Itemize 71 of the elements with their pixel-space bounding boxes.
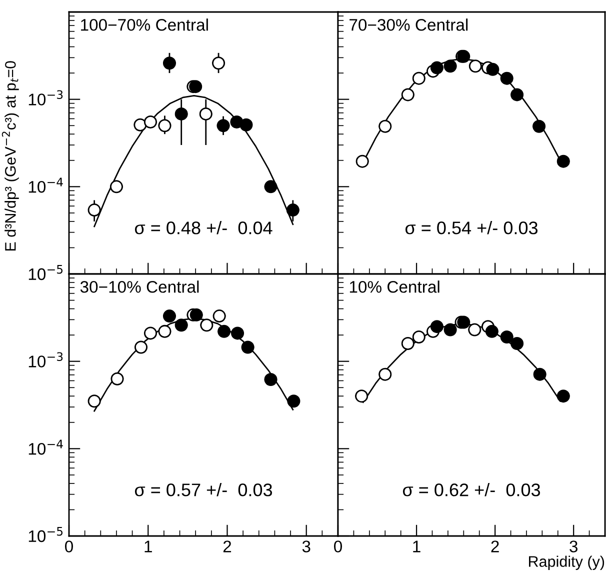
x-tick-label: 3 <box>570 540 578 552</box>
chart-title: 70−30% Central <box>350 18 468 31</box>
point <box>212 310 226 323</box>
x-tick-label: 1 <box>144 540 152 552</box>
point <box>110 180 123 194</box>
point <box>486 62 500 76</box>
point <box>500 330 514 344</box>
point <box>412 72 426 85</box>
x-tick-label: 2 <box>223 540 232 552</box>
point <box>200 318 214 332</box>
x-tick-label: 1 <box>413 540 420 552</box>
point <box>212 56 226 70</box>
point <box>510 337 524 350</box>
point <box>162 310 176 323</box>
point <box>144 116 157 129</box>
point <box>430 320 444 334</box>
point <box>556 390 570 403</box>
point <box>457 316 470 329</box>
point <box>500 72 514 85</box>
point <box>240 118 253 132</box>
x-tick-label: 3 <box>302 540 310 552</box>
y-tick-label: 10$^{−3}$ <box>28 90 63 106</box>
point <box>241 340 254 354</box>
point <box>532 120 546 133</box>
point <box>134 118 147 132</box>
point <box>378 368 392 381</box>
annotation: σ = 0.57 +/- 0.03 <box>134 483 272 496</box>
chart-title: 30−10% Central <box>80 280 199 293</box>
point <box>88 394 101 408</box>
point <box>510 88 524 102</box>
point <box>264 372 278 386</box>
annotation: σ = 0.48 +/- 0.04 <box>134 221 272 234</box>
chart-title: 10% Central <box>350 280 440 293</box>
point <box>199 107 212 120</box>
point <box>162 56 176 70</box>
x-axis-title: Rapidity (y) <box>529 556 604 570</box>
point <box>174 107 188 120</box>
point <box>468 323 482 336</box>
annotation: σ = 0.54 +/- 0.03 <box>405 221 538 234</box>
point <box>110 372 124 386</box>
point <box>401 337 414 350</box>
point <box>174 318 188 332</box>
y-tick-label: 10$^{−5}$ <box>28 265 63 280</box>
point <box>264 180 278 194</box>
y-tick-label: 10$^{−5}$ <box>28 527 63 542</box>
y-tick-label: 10$^{−3}$ <box>28 352 63 368</box>
point <box>286 204 300 217</box>
point <box>88 204 101 217</box>
point <box>158 119 172 132</box>
point <box>189 80 202 94</box>
chart-title: 100−70% Central <box>81 18 208 31</box>
point <box>287 394 300 408</box>
point <box>412 330 426 344</box>
point <box>134 340 148 354</box>
x-tick-label: 0 <box>65 540 73 552</box>
point <box>378 120 392 133</box>
point <box>401 88 414 102</box>
y-tick-label: 10$^{−4}$ <box>28 440 63 455</box>
point <box>468 60 482 73</box>
point <box>485 324 498 338</box>
annotation: σ = 0.62 +/- 0.03 <box>402 483 540 496</box>
y-tick-label: 10$^{−4}$ <box>28 178 63 193</box>
point <box>190 308 203 322</box>
point <box>444 323 457 336</box>
y-axis-title: E d³N/dp³ (GeV$^{−2}$c³) at p$_{t}$=0 <box>2 61 19 251</box>
x-tick-label: 0 <box>334 540 342 552</box>
point <box>356 154 369 168</box>
point <box>216 119 230 132</box>
x-tick-label: 2 <box>491 540 499 552</box>
point <box>355 390 368 403</box>
point <box>533 368 546 381</box>
